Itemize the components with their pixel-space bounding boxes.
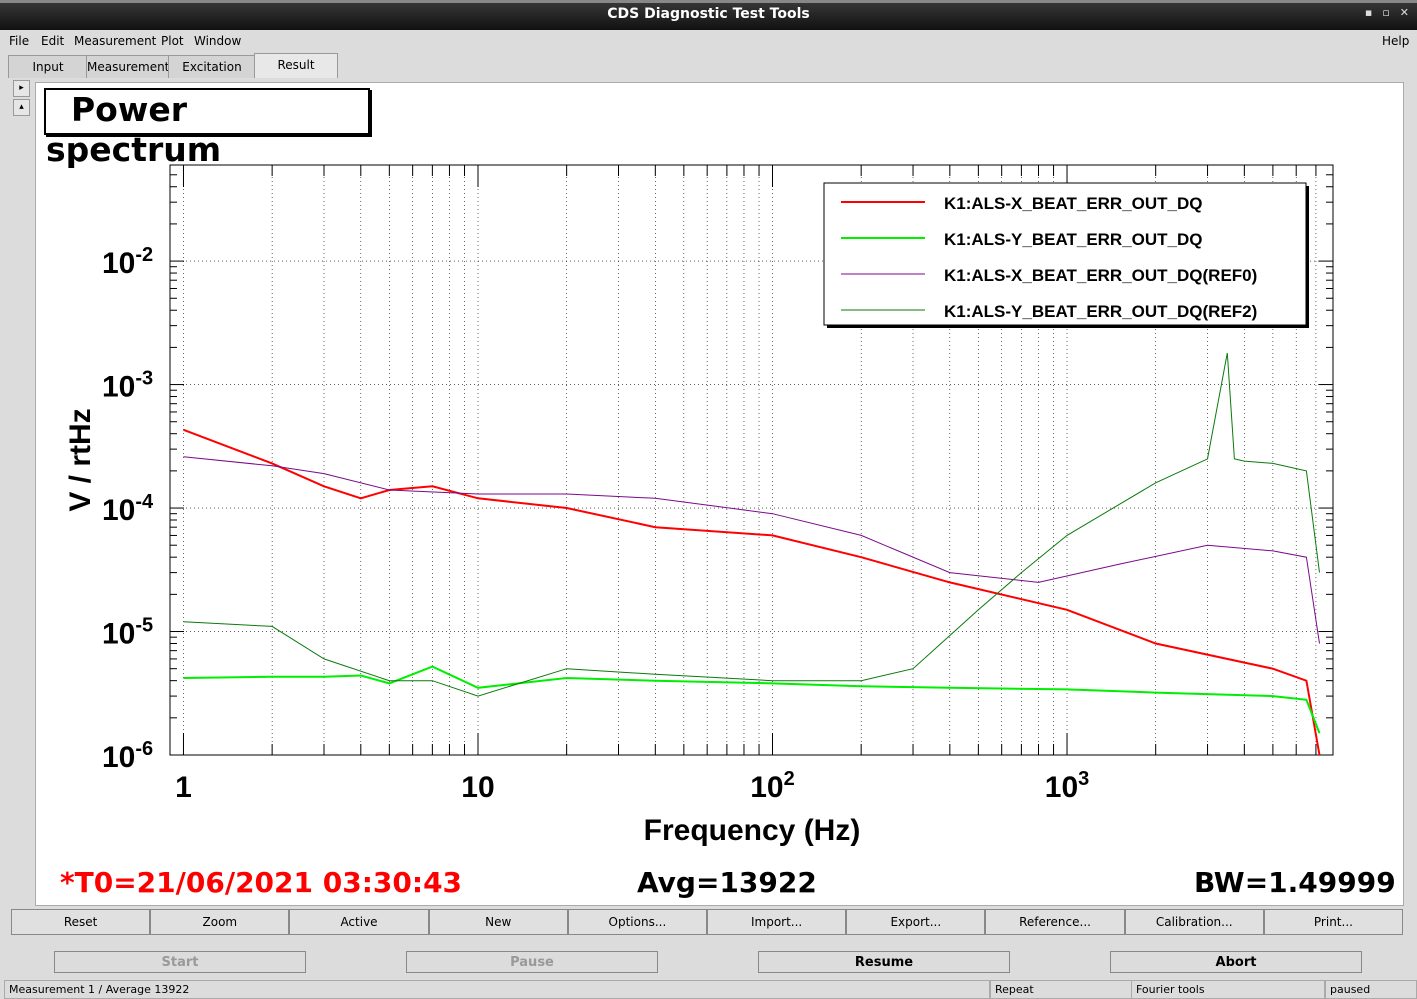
avg-readout: Avg=13922 (637, 866, 817, 899)
export-button[interactable]: Export... (846, 909, 986, 935)
y-axis-label: V / rtHz (64, 408, 97, 511)
arrow-up-icon[interactable]: ▴ (13, 99, 30, 116)
reset-button[interactable]: Reset (11, 909, 151, 935)
new-button[interactable]: New (428, 909, 568, 935)
pause-button[interactable]: Pause (406, 951, 658, 973)
title-bar: CDS Diagnostic Test Tools ▪ ▫ ✕ (0, 0, 1417, 30)
t0-readout: *T0=21/06/2021 03:30:43 (60, 866, 463, 899)
menu-bar: File Edit Measurement Plot Window Help (0, 30, 1417, 52)
menu-file[interactable]: File (9, 34, 30, 48)
status-tool: Fourier tools (1131, 980, 1325, 999)
y-tick-label: 10-6 (102, 738, 153, 774)
start-button[interactable]: Start (54, 951, 306, 973)
menu-window[interactable]: Window (194, 34, 242, 48)
tab-excitation[interactable]: Excitation (168, 55, 256, 78)
minimize-icon[interactable]: ▪ (1364, 6, 1373, 19)
x-tick-label: 1 (175, 771, 192, 804)
legend-shadow (1306, 186, 1309, 328)
status-repeat: Repeat (990, 980, 1132, 999)
arrow-right-icon[interactable]: ▸ (13, 80, 30, 97)
plot-title: Power spectrum (44, 88, 370, 169)
maximize-icon[interactable]: ▫ (1382, 6, 1390, 19)
series-line (183, 456, 1320, 644)
options-button[interactable]: Options... (567, 909, 708, 935)
x-axis-label: Frequency (Hz) (644, 814, 861, 847)
menu-edit[interactable]: Edit (41, 34, 65, 48)
abort-button[interactable]: Abort (1110, 951, 1362, 973)
legend-entry: K1:ALS-Y_BEAT_ERR_OUT_DQ (944, 230, 1203, 249)
x-tick-label: 103 (1045, 768, 1090, 804)
tab-measurement[interactable]: Measurement (86, 55, 170, 78)
pad-strip: ▸ ▴ (13, 80, 30, 118)
series-line (183, 665, 1321, 734)
data-series (183, 352, 1321, 756)
resume-button[interactable]: Resume (758, 951, 1010, 973)
series-line (183, 428, 1321, 756)
y-tick-label: 10-2 (102, 244, 153, 280)
menu-measurement[interactable]: Measurement (74, 34, 157, 48)
active-button[interactable]: Active (289, 909, 429, 935)
window-title: CDS Diagnostic Test Tools (607, 6, 810, 22)
menu-help[interactable]: Help (1382, 34, 1410, 48)
tab-result[interactable]: Result (254, 53, 338, 78)
legend: K1:ALS-X_BEAT_ERR_OUT_DQ K1:ALS-Y_BEAT_ER… (823, 182, 1309, 328)
tab-input[interactable]: Input (8, 55, 88, 78)
series-line (183, 352, 1320, 697)
plot-button-row: Reset Zoom Active New Options... Import.… (11, 909, 1404, 935)
legend-shadow-bottom (827, 325, 1309, 328)
bw-readout: BW=1.49999 (1194, 866, 1396, 899)
close-icon[interactable]: ✕ (1399, 6, 1409, 19)
import-button[interactable]: Import... (707, 909, 847, 935)
y-tick-label: 10-5 (102, 615, 153, 651)
legend-entry: K1:ALS-X_BEAT_ERR_OUT_DQ(REF0) (944, 266, 1257, 285)
taskbar-strip (0, 0, 1417, 3)
print-button[interactable]: Print... (1263, 909, 1404, 935)
x-tick-label: 10 (461, 771, 494, 804)
y-tick-label: 10-4 (102, 491, 154, 527)
menu-plot[interactable]: Plot (161, 34, 184, 48)
y-tick-label: 10-3 (102, 368, 153, 404)
status-bar: Measurement 1 / Average 13922 Repeat Fou… (0, 980, 1417, 999)
status-state: paused (1325, 980, 1417, 999)
legend-entry: K1:ALS-X_BEAT_ERR_OUT_DQ (944, 194, 1203, 213)
reference-button[interactable]: Reference... (985, 909, 1125, 935)
legend-entry: K1:ALS-Y_BEAT_ERR_OUT_DQ(REF2) (944, 302, 1257, 321)
x-tick-label: 102 (750, 768, 795, 804)
zoom-button[interactable]: Zoom (150, 909, 290, 935)
control-row: Start Pause Resume Abort (0, 945, 1417, 977)
calibration-button[interactable]: Calibration... (1124, 909, 1264, 935)
status-measurement: Measurement 1 / Average 13922 (4, 980, 990, 999)
